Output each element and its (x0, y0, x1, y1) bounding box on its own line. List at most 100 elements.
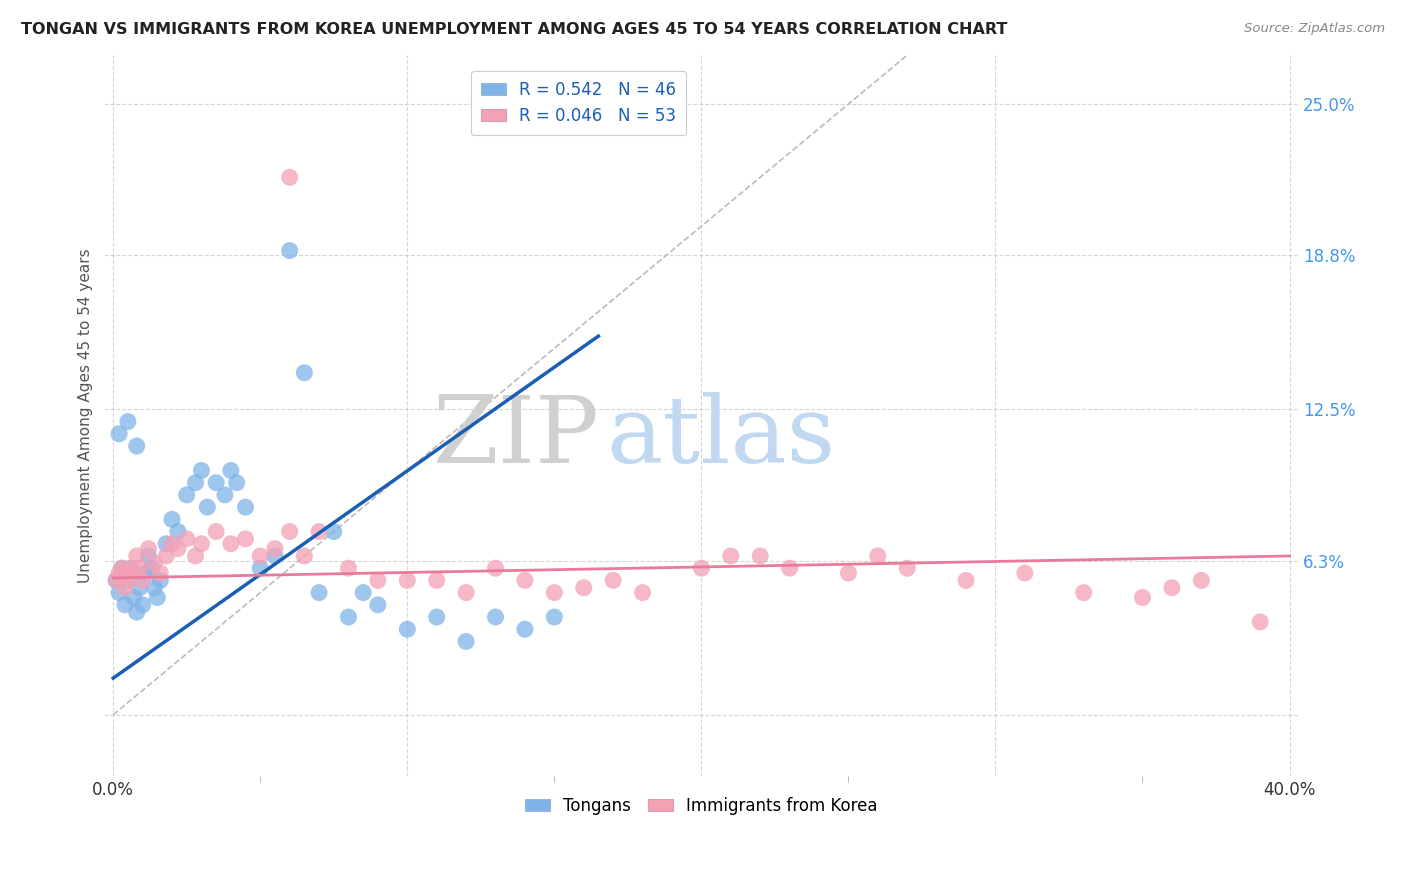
Point (426, 610, 449, 624)
Point (690, 561, 713, 575)
Point (484, 561, 506, 575)
Point (167, 541, 190, 556)
Point (1073, 585, 1095, 599)
Point (176, 488, 198, 502)
Point (543, 585, 565, 599)
Point (352, 585, 374, 599)
Y-axis label: Unemployment Among Ages 45 to 54 years: Unemployment Among Ages 45 to 54 years (79, 248, 93, 582)
Point (396, 622, 419, 636)
Legend: Tongans, Immigrants from Korea: Tongans, Immigrants from Korea (519, 790, 884, 822)
Point (111, 561, 134, 575)
Point (426, 574, 449, 588)
Point (125, 605, 148, 619)
Point (1249, 615, 1271, 629)
Point (128, 561, 150, 575)
Point (749, 549, 772, 563)
Point (264, 541, 287, 556)
Point (117, 574, 139, 588)
Point (108, 585, 131, 599)
Point (456, 585, 478, 599)
Point (138, 541, 160, 556)
Point (1161, 581, 1184, 595)
Point (160, 512, 183, 526)
Point (837, 566, 859, 580)
Point (292, 366, 315, 380)
Point (122, 566, 145, 580)
Point (155, 537, 177, 551)
Point (1189, 574, 1212, 588)
Point (513, 622, 536, 636)
Point (131, 574, 153, 588)
Point (396, 574, 419, 588)
Point (484, 610, 506, 624)
Point (111, 561, 134, 575)
Point (141, 561, 163, 575)
Point (146, 591, 169, 605)
Point (278, 524, 301, 539)
Point (205, 475, 228, 490)
Point (114, 581, 136, 595)
Point (108, 566, 131, 580)
Point (720, 549, 742, 563)
Point (235, 500, 257, 515)
Point (117, 574, 139, 588)
Point (195, 500, 218, 515)
Point (105, 574, 128, 588)
Point (264, 549, 287, 563)
Point (143, 556, 166, 570)
Point (543, 610, 565, 624)
Point (125, 439, 148, 453)
Point (322, 524, 344, 539)
Point (131, 598, 153, 612)
Point (176, 532, 198, 546)
Point (122, 591, 145, 605)
Point (367, 598, 389, 612)
Point (367, 574, 389, 588)
Point (219, 463, 242, 477)
Point (602, 574, 624, 588)
Point (866, 549, 889, 563)
Point (128, 581, 150, 595)
Point (184, 475, 207, 490)
Point (779, 561, 801, 575)
Point (120, 561, 142, 575)
Point (149, 566, 172, 580)
Point (896, 561, 918, 575)
Point (337, 561, 360, 575)
Text: atlas: atlas (606, 392, 835, 482)
Point (160, 537, 183, 551)
Point (249, 561, 271, 575)
Point (138, 549, 160, 563)
Point (125, 549, 148, 563)
Point (117, 415, 139, 429)
Point (1132, 591, 1154, 605)
Point (955, 574, 977, 588)
Point (105, 574, 128, 588)
Text: TONGAN VS IMMIGRANTS FROM KOREA UNEMPLOYMENT AMONG AGES 45 TO 54 YEARS CORRELATI: TONGAN VS IMMIGRANTS FROM KOREA UNEMPLOY… (21, 22, 1008, 37)
Point (108, 426, 131, 441)
Point (155, 549, 177, 563)
Point (513, 574, 536, 588)
Point (219, 537, 242, 551)
Point (120, 561, 142, 575)
Point (214, 488, 236, 502)
Point (225, 475, 247, 490)
Point (249, 549, 271, 563)
Point (143, 581, 166, 595)
Point (184, 549, 207, 563)
Point (631, 585, 654, 599)
Point (114, 598, 136, 612)
Text: ZIP: ZIP (433, 392, 600, 482)
Point (205, 524, 228, 539)
Point (235, 532, 257, 546)
Point (190, 537, 212, 551)
Point (1014, 566, 1036, 580)
Point (456, 634, 478, 648)
Point (135, 566, 157, 580)
Point (278, 170, 301, 185)
Point (337, 610, 360, 624)
Point (190, 463, 212, 477)
Point (292, 549, 315, 563)
Point (572, 581, 595, 595)
Point (167, 524, 190, 539)
